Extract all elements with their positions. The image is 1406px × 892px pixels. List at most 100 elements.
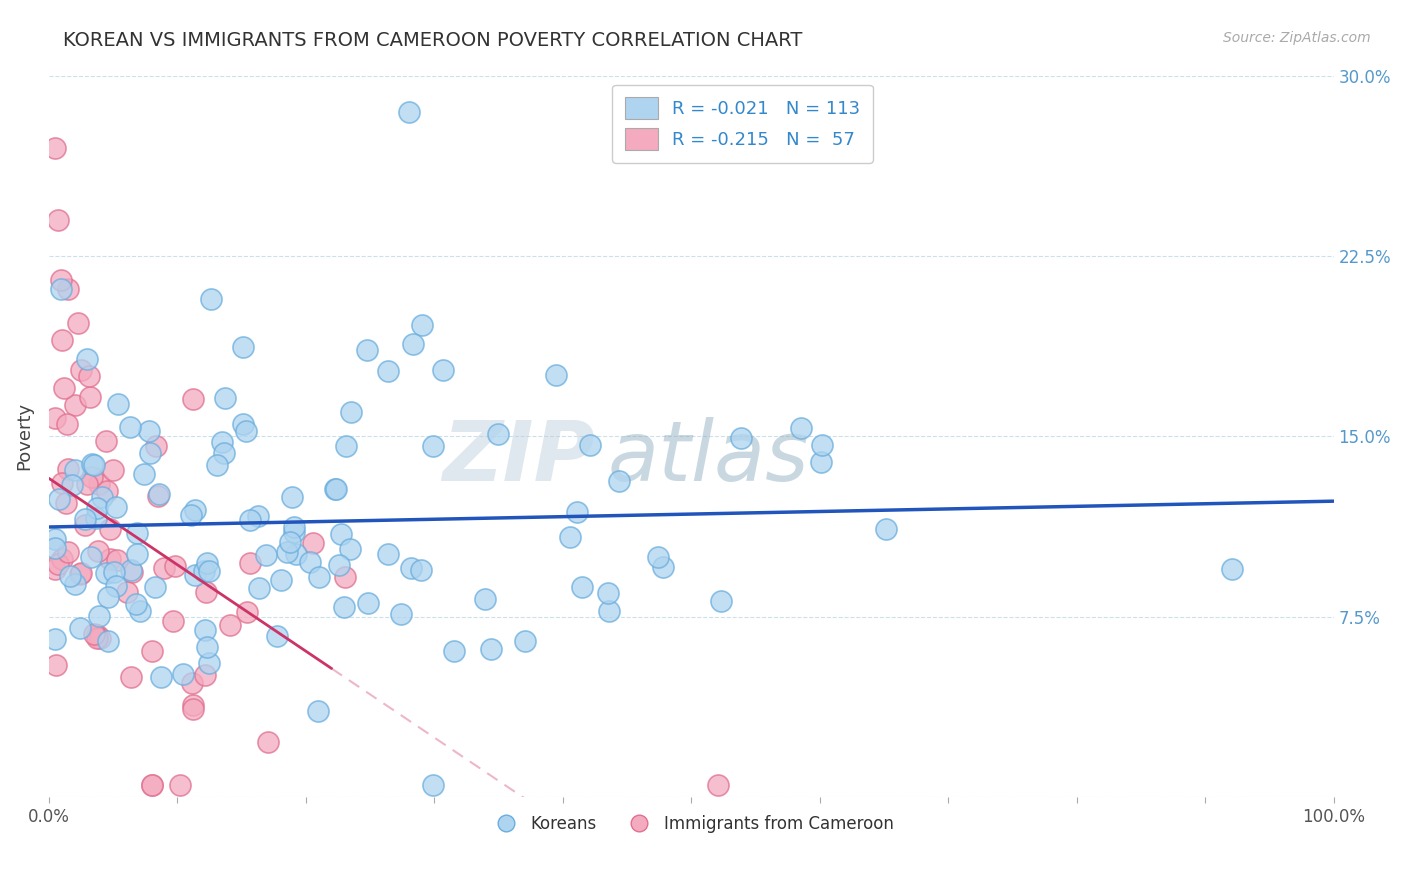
Point (87, 544, 110, 558)
Point (218, 617, 240, 632)
Point (266, 629, 288, 643)
Point (63, 462, 86, 476)
Point (411, 318, 433, 332)
Point (205, 458, 228, 472)
Point (86, 632, 108, 646)
Point (118, 419, 141, 434)
Point (398, 104, 420, 119)
Point (148, 487, 170, 501)
Point (299, 555, 322, 569)
Point (87, 477, 110, 491)
Point (86, 628, 108, 642)
Point (125, 547, 148, 561)
Point (141, 778, 163, 792)
Point (46, 212, 69, 227)
Point (145, 439, 167, 453)
Point (153, 561, 176, 575)
Point (356, 343, 378, 357)
Point (105, 578, 128, 592)
Point (195, 556, 218, 570)
Point (1222, 561, 1244, 575)
Point (195, 585, 218, 599)
Point (200, 292, 222, 306)
Point (96, 483, 118, 498)
Point (45, 657, 67, 672)
Point (875, 522, 897, 536)
Point (181, 392, 204, 406)
Point (236, 605, 259, 619)
Point (790, 421, 813, 435)
Point (239, 513, 262, 527)
Point (560, 530, 582, 544)
Point (340, 405, 363, 419)
Point (198, 656, 221, 670)
Point (101, 463, 124, 477)
Point (60, 477, 83, 491)
Point (254, 548, 277, 562)
Point (285, 548, 308, 562)
Point (51, 333, 73, 347)
Point (402, 337, 425, 351)
Point (51, 282, 73, 296)
Point (270, 574, 292, 588)
Point (194, 668, 217, 682)
Y-axis label: Poverty: Poverty (15, 402, 32, 470)
Point (239, 556, 262, 570)
Point (235, 424, 257, 438)
Point (513, 634, 536, 648)
Point (281, 490, 304, 504)
Point (65, 577, 87, 591)
Point (214, 446, 236, 460)
Point (44, 410, 66, 425)
Point (121, 566, 143, 580)
Point (115, 585, 138, 599)
Point (301, 536, 323, 550)
Point (56, 283, 79, 297)
Point (598, 604, 620, 618)
Point (97, 590, 120, 604)
Point (325, 482, 347, 496)
Point (232, 417, 254, 431)
Point (180, 508, 202, 522)
Point (69, 363, 91, 377)
Point (810, 455, 832, 469)
Point (97, 634, 120, 648)
Point (141, 644, 163, 658)
Point (247, 509, 270, 524)
Point (76, 351, 98, 366)
Point (474, 591, 496, 606)
Legend: Koreans, Immigrants from Cameroon: Koreans, Immigrants from Cameroon (482, 808, 900, 839)
Point (579, 438, 602, 452)
Point (184, 502, 207, 516)
Point (443, 643, 465, 657)
Point (44, 141, 66, 155)
Point (107, 397, 129, 411)
Point (169, 778, 191, 792)
Point (479, 641, 502, 656)
Point (82, 470, 104, 484)
Point (100, 552, 122, 566)
Point (330, 527, 353, 541)
Point (328, 558, 350, 573)
Point (96, 434, 118, 448)
Point (44, 632, 66, 647)
Point (571, 580, 593, 594)
Point (283, 524, 305, 539)
Point (607, 474, 630, 488)
Point (333, 570, 356, 584)
Point (596, 586, 619, 600)
Point (132, 467, 155, 481)
Point (70, 566, 93, 581)
Point (651, 560, 673, 574)
Point (422, 778, 444, 792)
Point (89, 631, 111, 645)
Point (73, 517, 96, 532)
Point (486, 426, 509, 441)
Point (56, 417, 79, 432)
Point (339, 541, 361, 556)
Point (48, 492, 70, 507)
Point (80, 549, 103, 564)
Point (647, 550, 669, 565)
Point (125, 525, 148, 540)
Point (162, 614, 184, 628)
